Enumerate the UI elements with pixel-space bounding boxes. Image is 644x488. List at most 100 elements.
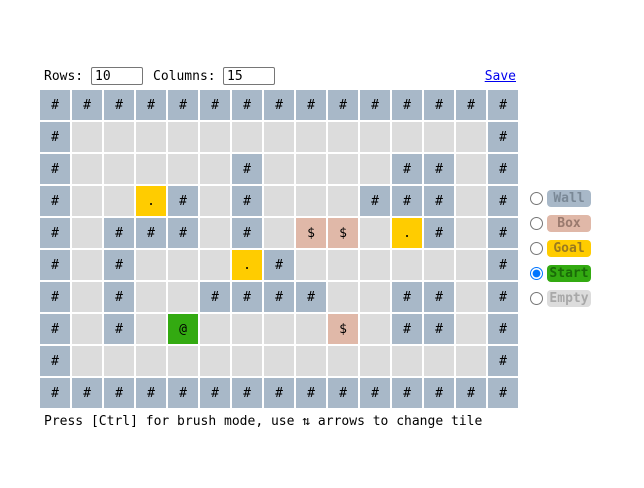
tile-wall[interactable]: # (488, 378, 518, 408)
tile-empty[interactable] (456, 250, 486, 280)
tile-empty[interactable] (200, 218, 230, 248)
tile-wall[interactable]: # (72, 90, 102, 120)
tile-wall[interactable]: # (392, 90, 422, 120)
tile-wall[interactable]: # (488, 122, 518, 152)
tile-wall[interactable]: # (488, 314, 518, 344)
tile-empty[interactable] (104, 122, 134, 152)
tile-empty[interactable] (104, 154, 134, 184)
tile-empty[interactable] (424, 122, 454, 152)
tile-wall[interactable]: # (488, 282, 518, 312)
tile-wall[interactable]: # (72, 378, 102, 408)
tile-wall[interactable]: # (168, 186, 198, 216)
tile-box[interactable]: $ (328, 314, 358, 344)
save-link[interactable]: Save (484, 69, 516, 84)
tile-empty[interactable] (360, 218, 390, 248)
tile-empty[interactable] (72, 346, 102, 376)
tile-wall[interactable]: # (328, 90, 358, 120)
tile-wall[interactable]: # (136, 90, 166, 120)
tile-empty[interactable] (360, 154, 390, 184)
tile-empty[interactable] (392, 122, 422, 152)
palette-radio-empty[interactable] (530, 292, 543, 305)
tile-wall[interactable]: # (296, 378, 326, 408)
palette-option-box[interactable]: Box (530, 214, 600, 234)
tile-empty[interactable] (104, 186, 134, 216)
tile-wall[interactable]: # (456, 378, 486, 408)
tile-empty[interactable] (72, 218, 102, 248)
palette-radio-start[interactable] (530, 267, 543, 280)
tile-wall[interactable]: # (168, 378, 198, 408)
tile-empty[interactable] (136, 314, 166, 344)
tile-empty[interactable] (328, 250, 358, 280)
tile-wall[interactable]: # (40, 282, 70, 312)
tile-empty[interactable] (360, 282, 390, 312)
tile-wall[interactable]: # (488, 186, 518, 216)
tile-empty[interactable] (456, 122, 486, 152)
tile-wall[interactable]: # (264, 250, 294, 280)
tile-empty[interactable] (456, 346, 486, 376)
tile-wall[interactable]: # (424, 186, 454, 216)
tile-wall[interactable]: # (136, 378, 166, 408)
tile-empty[interactable] (328, 186, 358, 216)
tile-empty[interactable] (72, 122, 102, 152)
tile-empty[interactable] (360, 346, 390, 376)
tile-wall[interactable]: # (104, 282, 134, 312)
tile-empty[interactable] (136, 250, 166, 280)
tile-empty[interactable] (168, 154, 198, 184)
tile-empty[interactable] (456, 154, 486, 184)
tile-empty[interactable] (168, 250, 198, 280)
tile-empty[interactable] (168, 282, 198, 312)
tile-wall[interactable]: # (264, 282, 294, 312)
tile-wall[interactable]: # (232, 154, 262, 184)
tile-goal[interactable]: . (136, 186, 166, 216)
tile-wall[interactable]: # (200, 378, 230, 408)
palette-chip-box[interactable]: Box (547, 215, 591, 232)
tile-empty[interactable] (456, 314, 486, 344)
tile-empty[interactable] (328, 122, 358, 152)
tile-wall[interactable]: # (40, 346, 70, 376)
tile-wall[interactable]: # (424, 90, 454, 120)
tile-empty[interactable] (136, 154, 166, 184)
tile-start[interactable]: @ (168, 314, 198, 344)
tile-empty[interactable] (328, 282, 358, 312)
tile-empty[interactable] (328, 346, 358, 376)
tile-wall[interactable]: # (424, 218, 454, 248)
tile-wall[interactable]: # (40, 186, 70, 216)
tile-empty[interactable] (72, 314, 102, 344)
tile-empty[interactable] (456, 218, 486, 248)
tile-wall[interactable]: # (40, 122, 70, 152)
palette-chip-start[interactable]: Start (547, 265, 591, 282)
tile-empty[interactable] (136, 122, 166, 152)
tile-wall[interactable]: # (296, 90, 326, 120)
tile-empty[interactable] (200, 154, 230, 184)
tile-empty[interactable] (200, 122, 230, 152)
tile-wall[interactable]: # (424, 282, 454, 312)
tile-wall[interactable]: # (488, 218, 518, 248)
tile-wall[interactable]: # (40, 218, 70, 248)
palette-option-goal[interactable]: Goal (530, 239, 600, 259)
tile-empty[interactable] (200, 314, 230, 344)
tile-wall[interactable]: # (104, 378, 134, 408)
tile-empty[interactable] (104, 346, 134, 376)
tile-wall[interactable]: # (232, 90, 262, 120)
tile-wall[interactable]: # (136, 218, 166, 248)
tile-wall[interactable]: # (488, 346, 518, 376)
tile-empty[interactable] (264, 346, 294, 376)
tile-empty[interactable] (200, 250, 230, 280)
tile-empty[interactable] (264, 154, 294, 184)
tile-empty[interactable] (392, 250, 422, 280)
tile-wall[interactable]: # (200, 90, 230, 120)
tile-empty[interactable] (360, 314, 390, 344)
tile-empty[interactable] (360, 122, 390, 152)
tile-wall[interactable]: # (40, 378, 70, 408)
palette-radio-goal[interactable] (530, 242, 543, 255)
tile-wall[interactable]: # (168, 90, 198, 120)
tile-wall[interactable]: # (232, 218, 262, 248)
tile-wall[interactable]: # (488, 90, 518, 120)
tile-wall[interactable]: # (40, 154, 70, 184)
tile-empty[interactable] (424, 346, 454, 376)
tile-wall[interactable]: # (168, 218, 198, 248)
tile-wall[interactable]: # (360, 90, 390, 120)
tile-empty[interactable] (296, 346, 326, 376)
tile-wall[interactable]: # (360, 378, 390, 408)
tile-wall[interactable]: # (424, 378, 454, 408)
